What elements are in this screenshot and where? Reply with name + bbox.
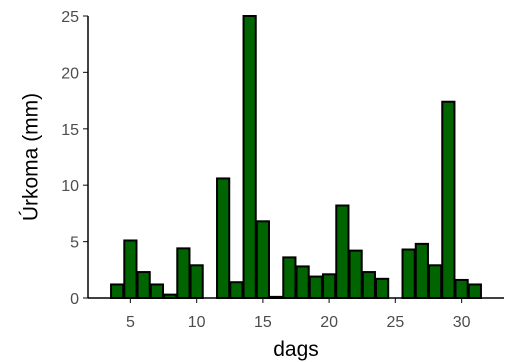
bar-day-15 bbox=[255, 220, 270, 299]
y-axis-ticks: 0 5 10 15 20 25 bbox=[61, 9, 88, 308]
bar-day-24 bbox=[375, 277, 390, 300]
bar-day-9 bbox=[176, 247, 191, 299]
bar-day-12 bbox=[216, 177, 231, 299]
x-axis-title: dags bbox=[273, 338, 319, 361]
x-tick-label: 25 bbox=[386, 314, 404, 331]
bar-day-14 bbox=[242, 15, 257, 299]
y-tick-label: 0 bbox=[70, 291, 79, 308]
bar-day-7 bbox=[149, 283, 164, 299]
x-tick-label: 15 bbox=[254, 314, 272, 331]
bar-day-28 bbox=[428, 264, 443, 300]
x-tick-label: 10 bbox=[188, 314, 206, 331]
bar-day-23 bbox=[361, 271, 376, 299]
y-axis-title: Úrkoma (mm) bbox=[20, 93, 43, 221]
bars-group bbox=[110, 15, 482, 300]
bar-day-10 bbox=[189, 264, 204, 300]
bar-day-17 bbox=[282, 256, 297, 300]
bar-day-5 bbox=[123, 239, 138, 299]
x-tick-label: 5 bbox=[126, 314, 135, 331]
bar-day-22 bbox=[348, 249, 363, 299]
bar-day-31 bbox=[467, 283, 482, 299]
y-tick-label: 5 bbox=[70, 235, 79, 252]
bar-day-18 bbox=[295, 265, 310, 300]
x-tick-label: 30 bbox=[453, 314, 471, 331]
x-tick-label: 20 bbox=[320, 314, 338, 331]
bar-day-21 bbox=[335, 204, 350, 299]
y-tick-label: 15 bbox=[61, 122, 79, 139]
bar-day-27 bbox=[414, 242, 429, 299]
bar-day-6 bbox=[136, 271, 151, 299]
x-axis-ticks: 5 10 15 20 25 30 bbox=[126, 298, 471, 331]
bar-day-4 bbox=[110, 283, 125, 299]
bar-day-20 bbox=[322, 273, 337, 299]
bar-day-26 bbox=[401, 248, 416, 299]
bar-day-19 bbox=[308, 275, 323, 300]
bar-day-29 bbox=[441, 100, 456, 300]
y-tick-label: 25 bbox=[61, 9, 79, 26]
y-tick-label: 10 bbox=[61, 178, 79, 195]
y-tick-label: 20 bbox=[61, 65, 79, 82]
bar-day-30 bbox=[454, 278, 469, 300]
bar-day-13 bbox=[229, 281, 244, 299]
